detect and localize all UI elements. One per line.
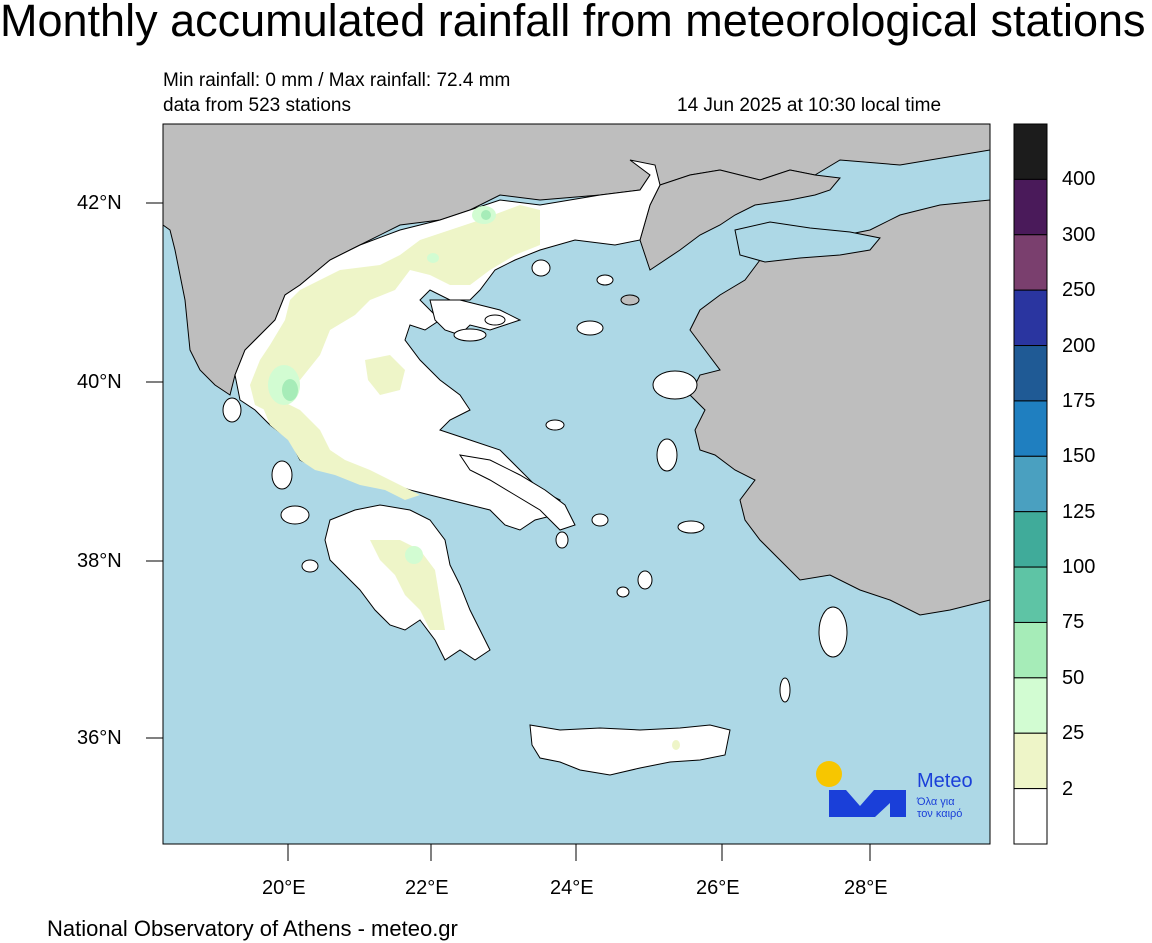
map-area	[163, 124, 990, 844]
lat-label: 38°N	[77, 550, 122, 572]
colorbar-box	[1013, 123, 1048, 180]
imbros-island	[620, 294, 640, 306]
logo-name: Meteo	[917, 770, 973, 792]
colorbar-box	[1013, 677, 1048, 734]
skyros-island	[545, 419, 565, 431]
kassandra-peninsula	[453, 328, 487, 342]
colorbar-label: 125	[1062, 500, 1096, 523]
logo-tagline-2: τον καιρό	[917, 808, 963, 820]
timestamp: 14 Jun 2025 at 10:30 local time	[677, 95, 942, 116]
crete	[529, 724, 731, 776]
rain-50-75mm-thrace	[481, 210, 491, 220]
rain-2-25mm-crete	[672, 740, 680, 750]
colorbar-box	[1013, 566, 1048, 623]
colorbar-label: 150	[1062, 445, 1096, 468]
samos-island	[677, 520, 705, 534]
colorbar-label: 250	[1062, 279, 1096, 302]
chios-island	[656, 438, 678, 472]
rain-2-25mm-peloponnese	[370, 540, 445, 630]
euboea	[458, 454, 576, 531]
colorbar-label: 100	[1062, 556, 1096, 579]
marmara-sea	[734, 221, 881, 263]
colorbar-label: 2	[1062, 777, 1074, 800]
rain-2-25mm-north	[250, 205, 540, 410]
colorbar-box	[1013, 621, 1048, 679]
samothraki-island	[596, 274, 614, 286]
colorbar-label: 75	[1062, 611, 1085, 634]
sithonia-peninsula	[484, 314, 506, 326]
rain-25-50mm-macedonia	[427, 253, 439, 263]
rain-25-50mm-arcadia	[405, 546, 423, 564]
colorbar-box	[1013, 788, 1048, 845]
lat-label: 36°N	[77, 727, 122, 749]
colorbar-label: 25	[1062, 722, 1085, 745]
lon-label: 22°E	[405, 877, 449, 899]
colorbar-box	[1013, 511, 1048, 568]
rain-2-25mm-west	[260, 400, 420, 500]
lat-label: 42°N	[77, 192, 122, 214]
colorbar-box	[1013, 455, 1048, 513]
lon-label: 28°E	[844, 877, 888, 899]
lesvos-island	[652, 370, 698, 400]
paros-island	[616, 586, 630, 598]
rhodes-island	[818, 606, 848, 658]
colorbar-label: 175	[1062, 389, 1096, 412]
colorbar-label: 400	[1062, 168, 1096, 191]
logo-sun-icon	[816, 761, 842, 787]
map-title: Monthly accumulated rainfall from meteor…	[0, 0, 1146, 46]
colorbar-box	[1013, 178, 1048, 236]
colorbar	[1013, 123, 1048, 845]
karpathos-island	[779, 677, 791, 703]
logo-tagline-1: Όλα για	[917, 796, 955, 808]
station-count: data from 523 stations	[163, 95, 351, 116]
colorbar-box	[1013, 345, 1048, 402]
lon-label: 20°E	[262, 877, 306, 899]
lon-label: 26°E	[696, 877, 740, 899]
colorbar-box	[1013, 400, 1048, 457]
footer-credit: National Observatory of Athens - meteo.g…	[47, 916, 458, 941]
colorbar-box	[1013, 289, 1048, 347]
lon-label: 24°E	[550, 877, 594, 899]
rain-50-75mm-epirus	[282, 379, 298, 401]
halkidiki	[429, 299, 522, 336]
colorbar-label: 200	[1062, 334, 1096, 357]
andros-island	[555, 531, 569, 549]
lat-label: 40°N	[77, 371, 122, 393]
lemnos-island	[576, 320, 604, 336]
rain-2-25mm-thessaly	[365, 355, 405, 395]
colorbar-box	[1013, 234, 1048, 291]
zakynthos-island	[301, 559, 319, 573]
corfu-island	[222, 397, 242, 423]
colorbar-label: 50	[1062, 666, 1085, 689]
logo-m-icon	[829, 790, 906, 817]
naxos-island	[637, 570, 653, 590]
thasos-island	[531, 259, 551, 277]
kefalonia-island	[280, 505, 310, 525]
lefkada-island	[271, 460, 293, 490]
colorbar-box	[1013, 732, 1048, 790]
colorbar-label: 300	[1062, 223, 1096, 246]
tinos-island	[591, 513, 609, 527]
rainfall-range: Min rainfall: 0 mm / Max rainfall: 72.4 …	[163, 70, 511, 91]
